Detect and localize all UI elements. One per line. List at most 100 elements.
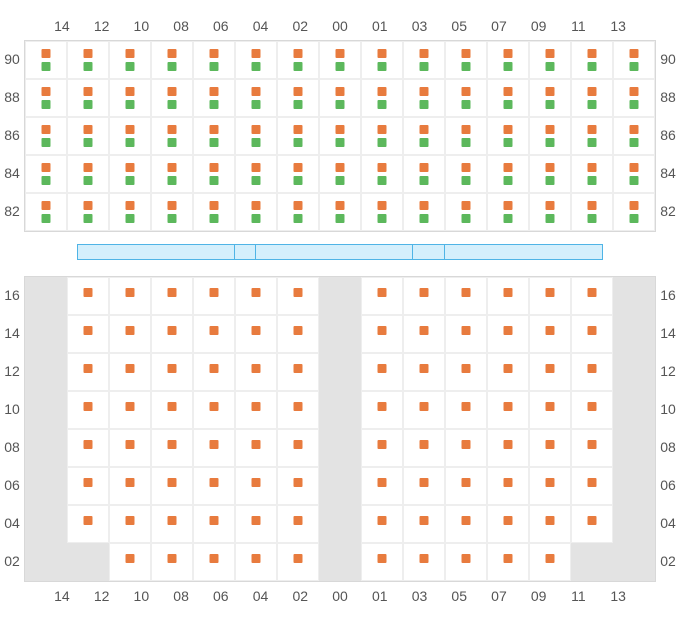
seat-cell[interactable]	[319, 193, 361, 231]
seat-cell[interactable]	[487, 193, 529, 231]
seat-cell[interactable]	[445, 193, 487, 231]
seat-cell[interactable]	[193, 391, 235, 429]
seat-cell[interactable]	[235, 505, 277, 543]
seat-cell[interactable]	[403, 505, 445, 543]
seat-cell[interactable]	[487, 467, 529, 505]
seat-cell[interactable]	[109, 505, 151, 543]
seat-cell[interactable]	[487, 79, 529, 117]
seat-cell[interactable]	[445, 467, 487, 505]
seat-cell[interactable]	[487, 41, 529, 79]
seat-cell[interactable]	[487, 315, 529, 353]
seat-cell[interactable]	[403, 277, 445, 315]
seat-cell[interactable]	[403, 79, 445, 117]
seat-cell[interactable]	[67, 353, 109, 391]
seat-cell[interactable]	[361, 467, 403, 505]
seat-cell[interactable]	[529, 79, 571, 117]
seat-cell[interactable]	[529, 391, 571, 429]
seat-cell[interactable]	[529, 41, 571, 79]
seat-cell[interactable]	[151, 277, 193, 315]
seat-cell[interactable]	[67, 41, 109, 79]
seat-cell[interactable]	[361, 391, 403, 429]
seat-cell[interactable]	[403, 117, 445, 155]
seat-cell[interactable]	[445, 277, 487, 315]
seat-cell[interactable]	[487, 155, 529, 193]
seat-cell[interactable]	[193, 353, 235, 391]
seat-cell[interactable]	[67, 155, 109, 193]
seat-cell[interactable]	[277, 277, 319, 315]
seat-cell[interactable]	[361, 429, 403, 467]
seat-cell[interactable]	[277, 117, 319, 155]
seat-cell[interactable]	[403, 353, 445, 391]
seat-cell[interactable]	[109, 429, 151, 467]
seat-cell[interactable]	[529, 505, 571, 543]
seat-cell[interactable]	[25, 117, 67, 155]
seat-cell[interactable]	[235, 79, 277, 117]
seat-cell[interactable]	[487, 429, 529, 467]
seat-cell[interactable]	[361, 505, 403, 543]
seat-cell[interactable]	[235, 467, 277, 505]
seat-cell[interactable]	[361, 353, 403, 391]
seat-cell[interactable]	[361, 277, 403, 315]
seat-cell[interactable]	[277, 193, 319, 231]
seat-cell[interactable]	[319, 41, 361, 79]
seat-cell[interactable]	[193, 505, 235, 543]
seat-cell[interactable]	[193, 79, 235, 117]
seat-cell[interactable]	[151, 391, 193, 429]
seat-cell[interactable]	[403, 41, 445, 79]
seat-cell[interactable]	[277, 467, 319, 505]
seat-cell[interactable]	[529, 353, 571, 391]
seat-cell[interactable]	[151, 193, 193, 231]
seat-cell[interactable]	[571, 353, 613, 391]
seat-cell[interactable]	[109, 353, 151, 391]
seat-cell[interactable]	[361, 193, 403, 231]
seat-cell[interactable]	[151, 41, 193, 79]
seat-cell[interactable]	[277, 155, 319, 193]
seat-cell[interactable]	[277, 543, 319, 581]
seat-cell[interactable]	[151, 505, 193, 543]
seat-cell[interactable]	[445, 543, 487, 581]
seat-cell[interactable]	[193, 155, 235, 193]
seat-cell[interactable]	[67, 391, 109, 429]
seat-cell[interactable]	[361, 79, 403, 117]
seat-cell[interactable]	[445, 155, 487, 193]
seat-cell[interactable]	[571, 505, 613, 543]
seat-cell[interactable]	[529, 155, 571, 193]
seat-cell[interactable]	[361, 41, 403, 79]
seat-cell[interactable]	[277, 79, 319, 117]
seat-cell[interactable]	[319, 117, 361, 155]
seat-cell[interactable]	[361, 155, 403, 193]
seat-cell[interactable]	[403, 391, 445, 429]
seat-cell[interactable]	[109, 277, 151, 315]
seat-cell[interactable]	[529, 277, 571, 315]
seat-cell[interactable]	[25, 155, 67, 193]
seat-cell[interactable]	[193, 277, 235, 315]
seat-cell[interactable]	[403, 543, 445, 581]
seat-cell[interactable]	[235, 543, 277, 581]
seat-cell[interactable]	[151, 155, 193, 193]
seat-cell[interactable]	[445, 315, 487, 353]
seat-cell[interactable]	[403, 193, 445, 231]
seat-cell[interactable]	[151, 467, 193, 505]
seat-cell[interactable]	[67, 429, 109, 467]
seat-cell[interactable]	[109, 543, 151, 581]
seat-cell[interactable]	[613, 41, 655, 79]
seat-cell[interactable]	[571, 277, 613, 315]
seat-cell[interactable]	[235, 277, 277, 315]
seat-cell[interactable]	[193, 467, 235, 505]
seat-cell[interactable]	[277, 391, 319, 429]
seat-cell[interactable]	[235, 353, 277, 391]
seat-cell[interactable]	[613, 117, 655, 155]
seat-cell[interactable]	[67, 79, 109, 117]
seat-cell[interactable]	[277, 505, 319, 543]
seat-cell[interactable]	[151, 79, 193, 117]
seat-cell[interactable]	[193, 193, 235, 231]
seat-cell[interactable]	[151, 315, 193, 353]
seat-cell[interactable]	[445, 41, 487, 79]
seat-cell[interactable]	[67, 467, 109, 505]
seat-cell[interactable]	[487, 117, 529, 155]
seat-cell[interactable]	[529, 315, 571, 353]
seat-cell[interactable]	[277, 41, 319, 79]
seat-cell[interactable]	[235, 117, 277, 155]
seat-cell[interactable]	[361, 315, 403, 353]
seat-cell[interactable]	[529, 117, 571, 155]
